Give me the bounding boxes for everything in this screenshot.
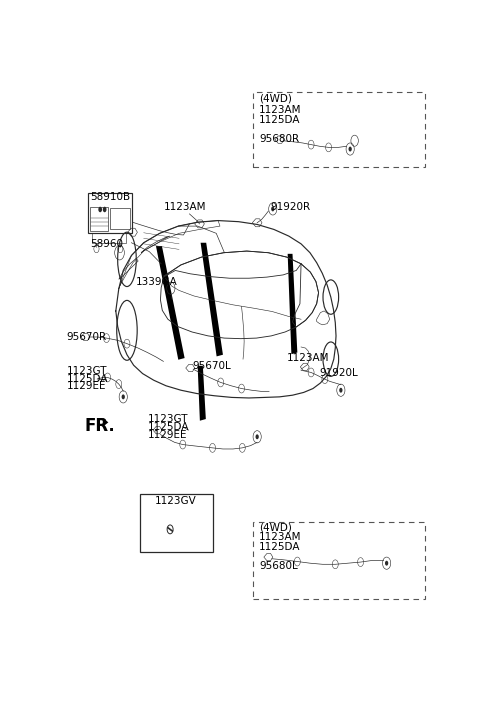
Circle shape	[98, 207, 102, 212]
Bar	[140, 494, 213, 552]
Polygon shape	[103, 418, 108, 427]
Polygon shape	[201, 243, 223, 356]
Text: 1123AM: 1123AM	[163, 202, 206, 212]
Text: 1123AM: 1123AM	[259, 532, 301, 542]
Polygon shape	[288, 254, 297, 354]
Circle shape	[271, 207, 275, 212]
Bar	[110, 208, 130, 230]
Text: 1125DA: 1125DA	[259, 114, 300, 125]
Polygon shape	[156, 246, 185, 360]
Text: 95670L: 95670L	[192, 361, 231, 372]
Text: (4WD): (4WD)	[259, 94, 292, 104]
Text: 1123GT: 1123GT	[147, 414, 188, 424]
Text: 95680R: 95680R	[259, 134, 299, 144]
Text: 1129EE: 1129EE	[67, 382, 106, 392]
Bar	[253, 92, 424, 167]
Text: (4WD): (4WD)	[259, 522, 292, 532]
Text: 1339GA: 1339GA	[136, 276, 178, 287]
Text: 1125DA: 1125DA	[259, 542, 300, 552]
Circle shape	[348, 147, 352, 151]
Polygon shape	[198, 366, 206, 420]
Circle shape	[121, 395, 125, 400]
Text: FR.: FR.	[84, 417, 115, 435]
Text: 91920R: 91920R	[270, 202, 310, 212]
Text: 1123GT: 1123GT	[67, 366, 107, 376]
Text: 1123GV: 1123GV	[155, 496, 197, 506]
Bar	[88, 194, 132, 233]
Circle shape	[385, 561, 388, 566]
Text: 1125DA: 1125DA	[67, 374, 108, 384]
Circle shape	[255, 434, 259, 439]
Text: 58910B: 58910B	[90, 192, 130, 202]
Circle shape	[339, 388, 343, 392]
Bar	[253, 521, 424, 599]
Text: 1129EE: 1129EE	[147, 430, 187, 440]
Text: 91920L: 91920L	[320, 368, 359, 378]
Text: 58960: 58960	[90, 240, 123, 249]
Circle shape	[103, 207, 107, 212]
Text: 1125DA: 1125DA	[147, 422, 189, 432]
Bar	[90, 207, 108, 230]
Text: 95670R: 95670R	[67, 332, 107, 342]
Text: 95680L: 95680L	[259, 561, 298, 571]
Text: 1123AM: 1123AM	[287, 353, 329, 363]
Bar	[92, 233, 126, 243]
Text: 1123AM: 1123AM	[259, 104, 301, 114]
